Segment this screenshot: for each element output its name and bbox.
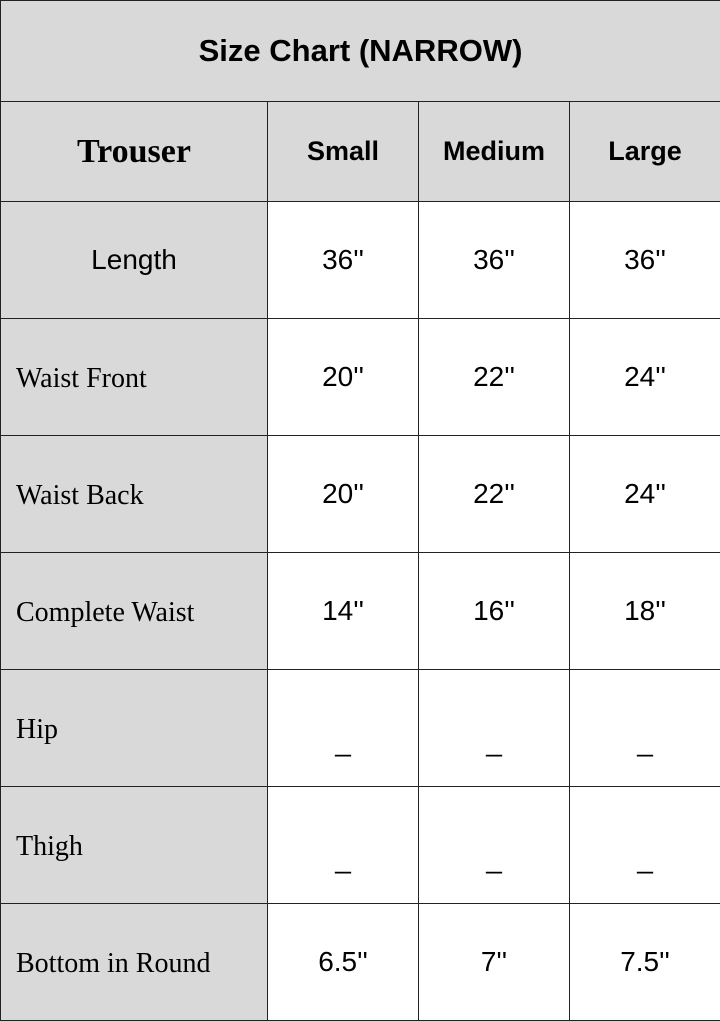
table-row: Waist Back 20'' 22'' 24'' [0, 435, 720, 553]
row-label: Thigh [0, 786, 268, 904]
size-value: 24'' [568, 318, 720, 436]
size-value: 36'' [418, 201, 570, 319]
row-label: Complete Waist [0, 552, 268, 670]
size-value: 7'' [418, 903, 570, 1021]
size-value: _ [267, 669, 419, 787]
size-value: _ [568, 786, 720, 904]
size-value: _ [568, 669, 720, 787]
size-value: 18'' [568, 552, 720, 670]
header-size-small: Small [267, 101, 419, 202]
table-row: Complete Waist 14'' 16'' 18'' [0, 552, 720, 670]
header-size-medium: Medium [418, 101, 570, 202]
size-value: 36'' [267, 201, 419, 319]
size-value: 22'' [418, 435, 570, 553]
size-value: 22'' [418, 318, 570, 436]
table-row: Bottom in Round 6.5'' 7'' 7.5'' [0, 903, 720, 1021]
row-label: Length [0, 201, 268, 319]
size-value: _ [418, 786, 570, 904]
size-value: _ [267, 786, 419, 904]
size-value: 24'' [568, 435, 720, 553]
row-label: Waist Back [0, 435, 268, 553]
size-value: 36'' [568, 201, 720, 319]
size-value: _ [418, 669, 570, 787]
row-label: Waist Front [0, 318, 268, 436]
table-row: Length 36'' 36'' 36'' [0, 201, 720, 319]
table-row: Hip _ _ _ [0, 669, 720, 787]
size-value: 6.5'' [267, 903, 419, 1021]
size-value: 7.5'' [568, 903, 720, 1021]
header-item: Trouser [0, 101, 268, 202]
table-row: Waist Front 20'' 22'' 24'' [0, 318, 720, 436]
header-size-large: Large [568, 101, 720, 202]
size-value: 20'' [267, 435, 419, 553]
size-value: 14'' [267, 552, 419, 670]
table-row: Thigh _ _ _ [0, 786, 720, 904]
row-label: Bottom in Round [0, 903, 268, 1021]
size-value: 20'' [267, 318, 419, 436]
row-label: Hip [0, 669, 268, 787]
table-title: Size Chart (NARROW) [0, 0, 720, 102]
size-value: 16'' [418, 552, 570, 670]
